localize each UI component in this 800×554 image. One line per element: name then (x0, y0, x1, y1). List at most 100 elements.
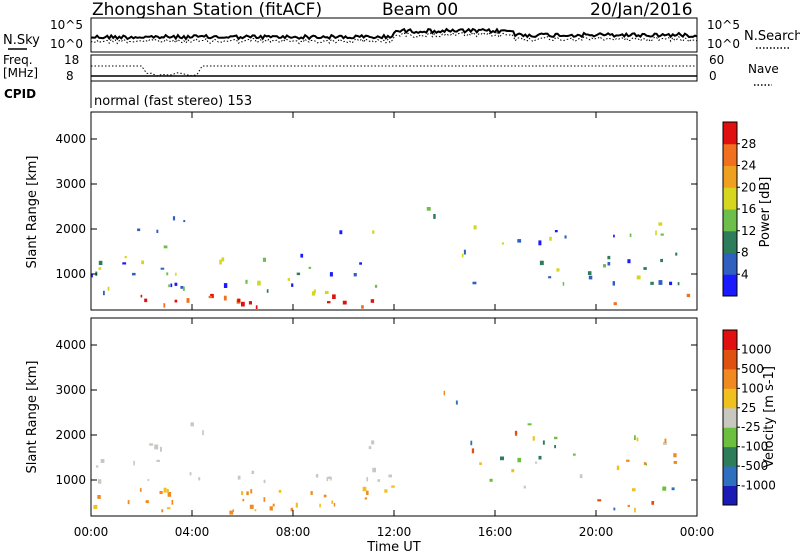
echo-cell (249, 504, 254, 509)
echo-cell (98, 479, 102, 484)
echo-cell (208, 295, 213, 299)
echo-cell (237, 298, 241, 303)
echo-cell (331, 500, 334, 504)
echo-cell (368, 446, 372, 450)
echo-cell (361, 305, 364, 309)
freq-label-2: [MHz] (3, 66, 38, 80)
colorbar-swatch (723, 368, 737, 389)
echo-cell (643, 462, 647, 465)
echo-cell (140, 294, 143, 298)
colorbar-tick-label: -25 (741, 420, 761, 434)
echo-cell (634, 507, 636, 513)
echo-cell (359, 262, 362, 265)
echo-cell (223, 283, 228, 288)
echo-cell (168, 284, 170, 288)
echo-cell (124, 256, 127, 259)
echo-cell (645, 463, 647, 466)
echo-cell (686, 293, 691, 298)
echo-cell (254, 509, 257, 512)
echo-cell (627, 504, 630, 507)
x-tick-label: 00:00 (74, 525, 109, 539)
x-tick-label: 00:00 (680, 525, 715, 539)
echo-cell (579, 474, 583, 479)
echo-cell (229, 510, 234, 515)
colorbar-tick-label: -100 (741, 440, 768, 454)
date-label: 20/Jan/2016 (590, 0, 693, 20)
colorbar-tick-label: 8 (741, 246, 749, 260)
echo-cell (362, 486, 367, 492)
velocity-y-ticks: 1000 2000 3000 4000 (55, 338, 697, 487)
colorbar-tick-label: -500 (741, 459, 768, 473)
x-tick-label: 04:00 (175, 525, 210, 539)
echo-cell (627, 259, 631, 264)
echo-cell (174, 299, 178, 303)
echo-cell (607, 262, 611, 266)
echo-cell (554, 445, 556, 449)
echo-cell (587, 271, 592, 275)
echo-cell (675, 252, 678, 256)
echo-cell (339, 230, 343, 235)
nsky-tick-top: 10^5 (50, 18, 83, 32)
x-tick-label: 08:00 (276, 525, 311, 539)
echo-cell (370, 299, 375, 303)
echo-cell (174, 282, 178, 286)
echo-cell (471, 448, 475, 454)
colorbar-tick-label: 100 (741, 381, 764, 395)
echo-cell (257, 280, 261, 286)
echo-cell (170, 283, 173, 288)
echo-cell (662, 486, 667, 491)
colorbar-tick-label: 12 (741, 224, 756, 238)
echo-cell (241, 301, 245, 307)
echo-cell (272, 503, 275, 507)
colorbar-swatch (723, 466, 737, 487)
colorbar-swatch (723, 349, 737, 370)
echo-cell (163, 487, 167, 493)
x-tick-label: 16:00 (478, 525, 513, 539)
echo-cell (636, 275, 641, 280)
echo-cell (172, 216, 176, 221)
echo-cell (479, 462, 482, 465)
echo-cell (588, 275, 593, 280)
echo-cell (145, 500, 149, 504)
echo-cell (372, 467, 376, 473)
echo-cell (658, 222, 663, 226)
echo-cell (538, 455, 542, 460)
echo-cell (166, 489, 169, 493)
echo-cell (98, 267, 102, 270)
colorbar-swatch (723, 388, 737, 409)
echo-cell (291, 283, 294, 287)
cpid-label: CPID (4, 87, 36, 101)
echo-cell (186, 298, 190, 303)
nave-trace (91, 65, 697, 77)
beam-label: Beam 00 (382, 0, 458, 20)
echo-cell (388, 474, 392, 478)
echo-cell (501, 242, 505, 245)
echo-cell (511, 469, 515, 473)
echo-cell (374, 284, 378, 288)
echo-cell (629, 233, 632, 238)
echo-cell (144, 298, 148, 303)
echo-cell (514, 430, 518, 436)
colorbar-swatch (723, 485, 737, 506)
colorbar-swatch (723, 446, 737, 467)
echo-cell (103, 290, 105, 296)
colorbar-swatch (723, 427, 737, 448)
echo-cell (426, 207, 431, 211)
echo-cell (651, 501, 655, 505)
echo-cell (664, 438, 667, 443)
colorbar-swatch (723, 165, 737, 188)
colorbar-swatch (723, 252, 737, 275)
echo-cell (315, 474, 319, 478)
echo-cell (287, 278, 290, 281)
echo-cell (366, 477, 369, 482)
echo-cell (269, 506, 273, 511)
echo-cell (500, 456, 504, 461)
echo-cell (535, 461, 538, 464)
echo-cell (663, 441, 667, 445)
echo-cell (324, 290, 329, 294)
echo-cell (139, 488, 142, 492)
echo-cell (523, 485, 526, 489)
echo-cell (364, 497, 368, 500)
echo-cell (329, 272, 333, 277)
